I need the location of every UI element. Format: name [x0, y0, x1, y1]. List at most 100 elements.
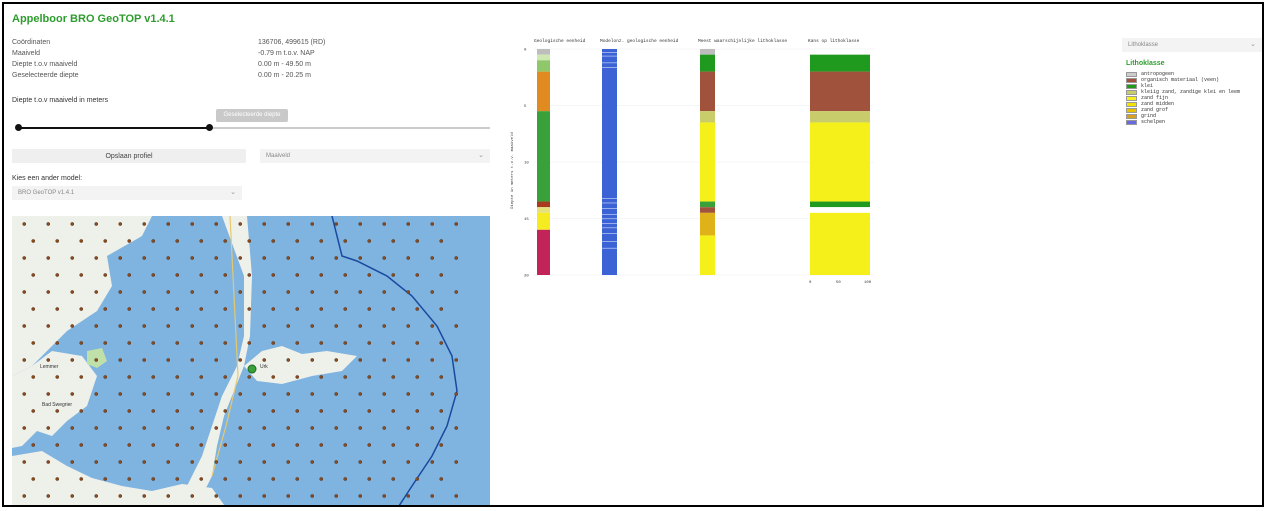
borehole-dot[interactable] — [238, 358, 243, 362]
borehole-dot[interactable] — [31, 443, 36, 447]
borehole-dot[interactable] — [391, 239, 396, 243]
borehole-dot[interactable] — [295, 307, 300, 311]
borehole-dot[interactable] — [190, 494, 195, 498]
borehole-dot[interactable] — [262, 392, 267, 396]
borehole-dot[interactable] — [406, 324, 411, 328]
borehole-dot[interactable] — [199, 409, 204, 413]
borehole-dot[interactable] — [439, 273, 444, 277]
borehole-dot[interactable] — [367, 375, 372, 379]
borehole-dot[interactable] — [391, 375, 396, 379]
borehole-dot[interactable] — [262, 222, 267, 226]
borehole-dot[interactable] — [214, 290, 219, 294]
borehole-dot[interactable] — [127, 239, 132, 243]
borehole-dot[interactable] — [415, 273, 420, 277]
borehole-dot[interactable] — [22, 392, 27, 396]
borehole-dot[interactable] — [214, 426, 219, 430]
borehole-dot[interactable] — [22, 256, 27, 260]
borehole-dot[interactable] — [430, 324, 435, 328]
borehole-dot[interactable] — [94, 426, 99, 430]
borehole-dot[interactable] — [151, 443, 156, 447]
borehole-dot[interactable] — [55, 341, 60, 345]
borehole-dot[interactable] — [199, 443, 204, 447]
borehole-dot[interactable] — [454, 324, 459, 328]
borehole-dot[interactable] — [55, 307, 60, 311]
borehole-dot[interactable] — [127, 443, 132, 447]
borehole-dot[interactable] — [22, 358, 27, 362]
borehole-dot[interactable] — [367, 409, 372, 413]
borehole-dot[interactable] — [46, 290, 51, 294]
borehole-dot[interactable] — [382, 222, 387, 226]
borehole-dot[interactable] — [127, 477, 132, 481]
borehole-dot[interactable] — [190, 358, 195, 362]
borehole-dot[interactable] — [430, 290, 435, 294]
borehole-dot[interactable] — [262, 426, 267, 430]
borehole-dot[interactable] — [406, 392, 411, 396]
borehole-dot[interactable] — [142, 494, 147, 498]
borehole-dot[interactable] — [46, 392, 51, 396]
borehole-dot[interactable] — [223, 307, 228, 311]
borehole-dot[interactable] — [319, 273, 324, 277]
borehole-dot[interactable] — [94, 222, 99, 226]
borehole-dot[interactable] — [151, 273, 156, 277]
borehole-dot[interactable] — [223, 409, 228, 413]
borehole-dot[interactable] — [199, 307, 204, 311]
borehole-dot[interactable] — [271, 375, 276, 379]
borehole-dot[interactable] — [199, 477, 204, 481]
borehole-dot[interactable] — [343, 239, 348, 243]
borehole-dot[interactable] — [46, 256, 51, 260]
depth-slider-handle-end[interactable] — [206, 124, 213, 131]
borehole-dot[interactable] — [343, 409, 348, 413]
borehole-dot[interactable] — [94, 392, 99, 396]
borehole-dot[interactable] — [382, 256, 387, 260]
model-select[interactable]: BRO GeoTOP v1.4.1 ⌄ — [12, 186, 242, 200]
borehole-dot[interactable] — [358, 392, 363, 396]
borehole-dot[interactable] — [358, 324, 363, 328]
borehole-dot[interactable] — [214, 222, 219, 226]
borehole-dot[interactable] — [79, 477, 84, 481]
borehole-dot[interactable] — [175, 273, 180, 277]
borehole-dot[interactable] — [79, 443, 84, 447]
borehole-dot[interactable] — [238, 426, 243, 430]
borehole-dot[interactable] — [430, 426, 435, 430]
borehole-dot[interactable] — [31, 273, 36, 277]
borehole-dot[interactable] — [223, 341, 228, 345]
borehole-dot[interactable] — [358, 426, 363, 430]
borehole-dot[interactable] — [358, 256, 363, 260]
borehole-dot[interactable] — [238, 256, 243, 260]
borehole-dot[interactable] — [166, 494, 171, 498]
borehole-dot[interactable] — [286, 392, 291, 396]
borehole-dot[interactable] — [343, 443, 348, 447]
borehole-dot[interactable] — [286, 290, 291, 294]
borehole-dot[interactable] — [406, 358, 411, 362]
borehole-dot[interactable] — [271, 307, 276, 311]
borehole-dot[interactable] — [334, 256, 339, 260]
borehole-dot[interactable] — [415, 341, 420, 345]
borehole-dot[interactable] — [70, 290, 75, 294]
borehole-dot[interactable] — [319, 409, 324, 413]
borehole-dot[interactable] — [142, 256, 147, 260]
borehole-dot[interactable] — [286, 256, 291, 260]
borehole-dot[interactable] — [166, 460, 171, 464]
map-view[interactable]: Lemmer Bad Swegrier Urk — [12, 216, 490, 507]
borehole-dot[interactable] — [22, 460, 27, 464]
borehole-dot[interactable] — [151, 477, 156, 481]
borehole-dot[interactable] — [22, 494, 27, 498]
borehole-dot[interactable] — [343, 307, 348, 311]
borehole-dot[interactable] — [214, 324, 219, 328]
borehole-dot[interactable] — [46, 494, 51, 498]
borehole-dot[interactable] — [247, 273, 252, 277]
borehole-dot[interactable] — [94, 324, 99, 328]
borehole-dot[interactable] — [223, 477, 228, 481]
borehole-dot[interactable] — [175, 477, 180, 481]
borehole-dot[interactable] — [439, 375, 444, 379]
borehole-dot[interactable] — [142, 358, 147, 362]
borehole-dot[interactable] — [166, 324, 171, 328]
borehole-dot[interactable] — [406, 426, 411, 430]
borehole-dot[interactable] — [31, 409, 36, 413]
borehole-dot[interactable] — [295, 409, 300, 413]
borehole-dot[interactable] — [439, 443, 444, 447]
borehole-dot[interactable] — [103, 341, 108, 345]
borehole-dot[interactable] — [415, 307, 420, 311]
borehole-dot[interactable] — [247, 307, 252, 311]
borehole-dot[interactable] — [430, 494, 435, 498]
